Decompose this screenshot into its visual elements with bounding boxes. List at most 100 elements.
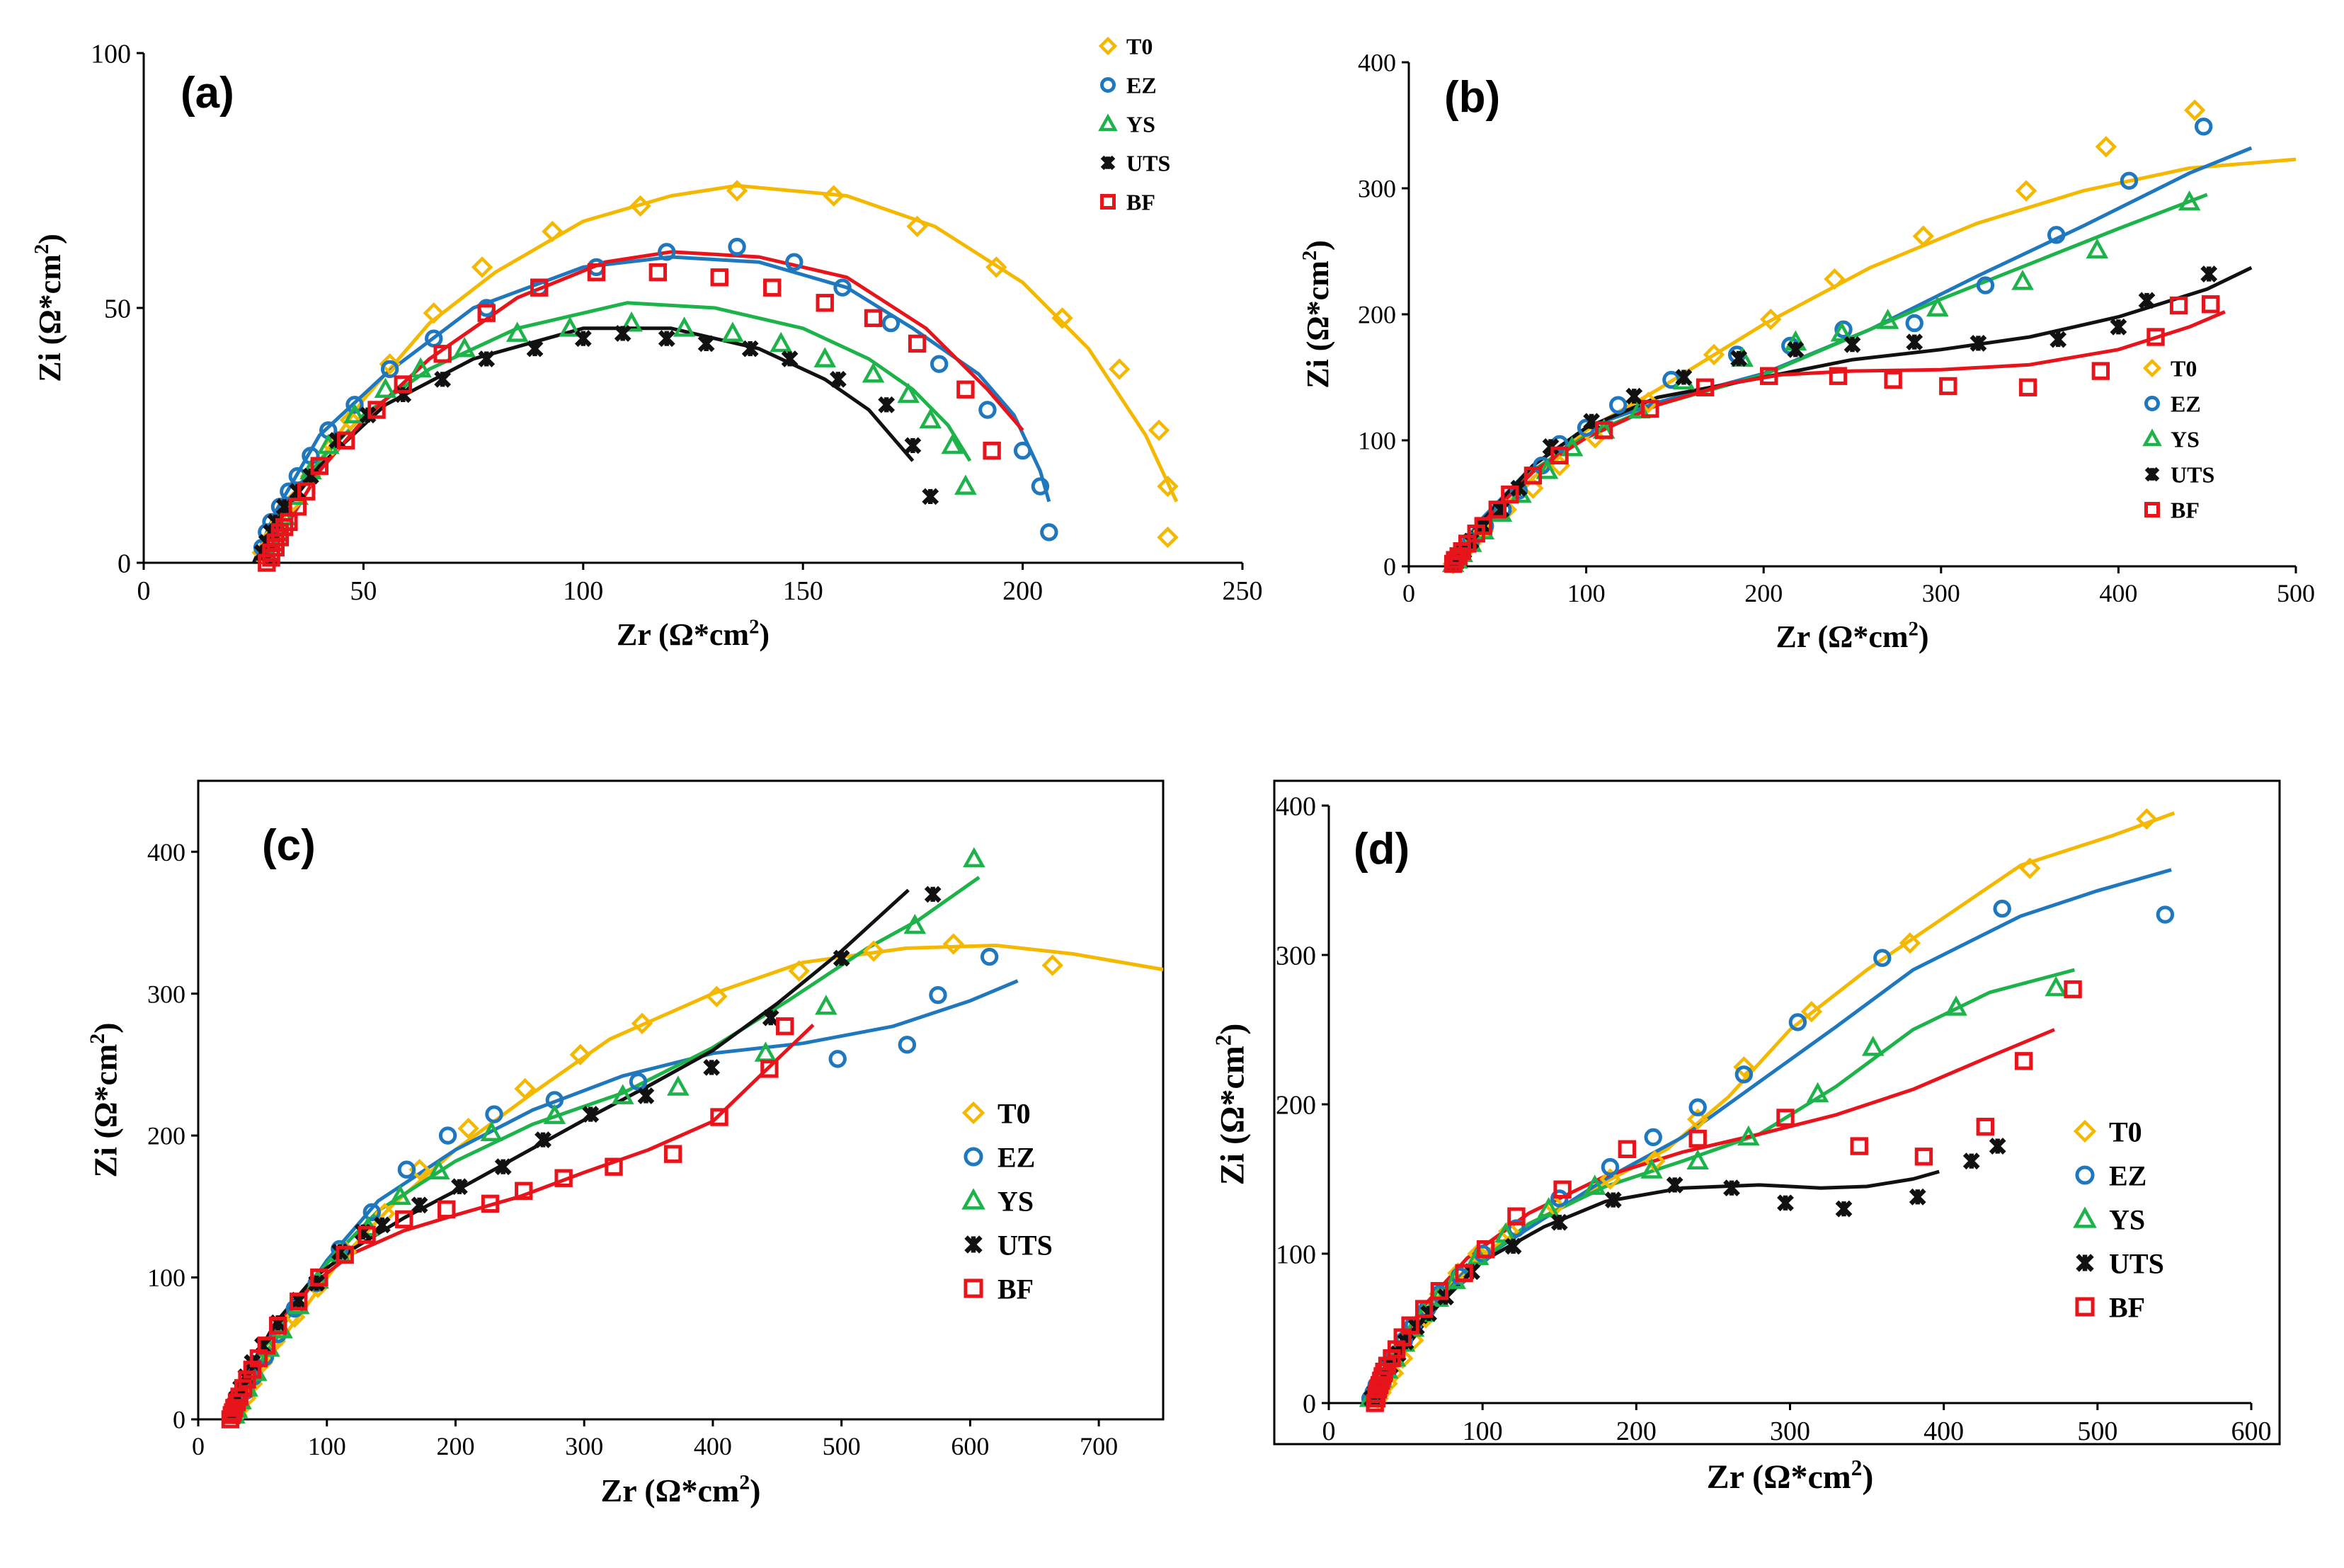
x-tick-label: 200 (436, 1432, 474, 1460)
series-t0-point (1522, 477, 1544, 499)
series-bf-point (2091, 362, 2110, 380)
series-ez-point (929, 985, 947, 1005)
panel-b-legend: T0 EZ YS UTS BF (2142, 356, 2214, 523)
series-ys-point (1945, 995, 1967, 1016)
x-tick-label: 300 (1770, 1417, 1810, 1446)
series-ez-point (1601, 1157, 1620, 1177)
series-t0-point (2019, 857, 2041, 879)
legend-ez-marker (964, 1147, 983, 1167)
series-t0-point (1687, 1108, 1709, 1131)
series-ys-point (1876, 309, 1899, 329)
series-ys-point (673, 316, 696, 337)
legend-ys-marker (961, 1188, 985, 1210)
series-bf-point (2018, 378, 2037, 396)
legend-t0-label: T0 (2171, 356, 2197, 382)
series-uts-point (1969, 335, 1987, 352)
legend-t0-marker (961, 1101, 985, 1125)
series-ys-point (862, 362, 885, 383)
series-ez-point (345, 396, 364, 414)
panel-a-legend: T0 EZ YS UTS BF (1098, 34, 1170, 215)
series-ys-point (389, 1184, 412, 1206)
x-tick-label: 100 (1463, 1417, 1503, 1446)
series-t0-points (251, 180, 1179, 563)
series-bf-point (395, 1210, 413, 1229)
series-ys-point (813, 347, 837, 367)
y-tick-label: 0 (173, 1406, 185, 1434)
series-ez-fit-line (1366, 868, 2172, 1403)
series-ys-points (223, 847, 985, 1424)
series-t0-point (471, 256, 493, 278)
x-tick-label: 300 (565, 1432, 603, 1460)
series-bf-points (1366, 980, 2082, 1412)
series-uts-point (1989, 1138, 2006, 1155)
legend-bf-marker (1100, 194, 1116, 210)
series-uts-point (1723, 1179, 1740, 1197)
series-ys-point (919, 408, 942, 429)
panel-c-x-axis-label: Zr (Ω*cm2) (601, 1471, 761, 1509)
series-ez-point (785, 253, 804, 271)
legend-ez-label: EZ (997, 1141, 1035, 1173)
series-bf-point (1594, 421, 1613, 440)
series-t0-point (514, 1077, 536, 1100)
series-bf-point (605, 1157, 623, 1176)
series-ez-point (362, 1203, 382, 1222)
series-bf-point (1488, 500, 1507, 519)
x-tick-label: 200 (1616, 1417, 1657, 1446)
series-t0-point (569, 1043, 591, 1066)
series-bf-point (433, 345, 452, 363)
legend-ez-marker (2075, 1165, 2095, 1185)
legend-t0-label: T0 (997, 1097, 1031, 1129)
series-bf-point (760, 1060, 779, 1078)
legend-bf-label: BF (2109, 1291, 2145, 1323)
series-bf-point (477, 304, 496, 322)
series-ys-point (505, 321, 529, 342)
series-ez-point (658, 243, 676, 261)
series-uts-point (1675, 369, 1693, 386)
legend-uts-marker (2076, 1254, 2094, 1272)
series-t0-point (1733, 1056, 1755, 1078)
series-uts-point (434, 370, 452, 388)
series-t0-points (1442, 99, 2206, 575)
y-tick-label: 100 (1276, 1240, 1316, 1269)
legend-t0-marker (2142, 358, 2162, 378)
panel-c-y-axis-label: Zi (Ω*cm2) (86, 1022, 123, 1177)
series-bf-point (358, 1225, 376, 1244)
panel-a: 0 50 100 150 200 250 0 50 100 Zr (Ω*cm2) Zi (Ω*cm2… (31, 34, 1262, 652)
series-bf-fit-line (1446, 310, 2226, 566)
series-bf-point (1829, 367, 1848, 385)
series-bf-point (763, 278, 782, 297)
series-t0-point (1599, 1168, 1621, 1190)
series-uts-point (1906, 333, 1923, 351)
series-ez-point (980, 947, 999, 966)
series-bf-point (1476, 1240, 1495, 1259)
series-uts-point (2049, 331, 2067, 348)
series-uts-fit-line (1446, 265, 2253, 566)
series-t0-points (226, 933, 1063, 1426)
series-uts-point (922, 488, 939, 505)
y-tick-label: 200 (147, 1122, 185, 1150)
legend-uts-label: UTS (1126, 151, 1170, 176)
series-ys-points (1441, 190, 2201, 573)
series-t0-point (2015, 180, 2037, 202)
series-uts-point (373, 1216, 391, 1234)
series-uts-point (1550, 1213, 1568, 1231)
y-tick-label: 0 (1303, 1389, 1316, 1419)
series-ys-point (1640, 1158, 1663, 1179)
series-ys-point (1583, 1174, 1606, 1195)
series-ys-points (1359, 975, 2068, 1407)
series-bf-point (956, 380, 975, 399)
legend-uts-marker (964, 1235, 983, 1254)
series-uts-point (1962, 1152, 1980, 1170)
panel-b-label: (b) (1444, 73, 1500, 122)
series-bf-point (1507, 1207, 1526, 1225)
series-ys-point (721, 321, 744, 342)
series-uts-point (762, 1009, 779, 1026)
y-tick-label: 0 (1383, 553, 1396, 581)
series-ys-points (256, 311, 977, 561)
series-ez-point (1834, 320, 1853, 339)
series-bf-point (1760, 367, 1778, 385)
series-t0-fit-line (1446, 157, 2296, 566)
legend-ys-marker (2142, 428, 2162, 447)
series-ys-point (480, 1121, 503, 1141)
series-ez-point (978, 401, 997, 419)
